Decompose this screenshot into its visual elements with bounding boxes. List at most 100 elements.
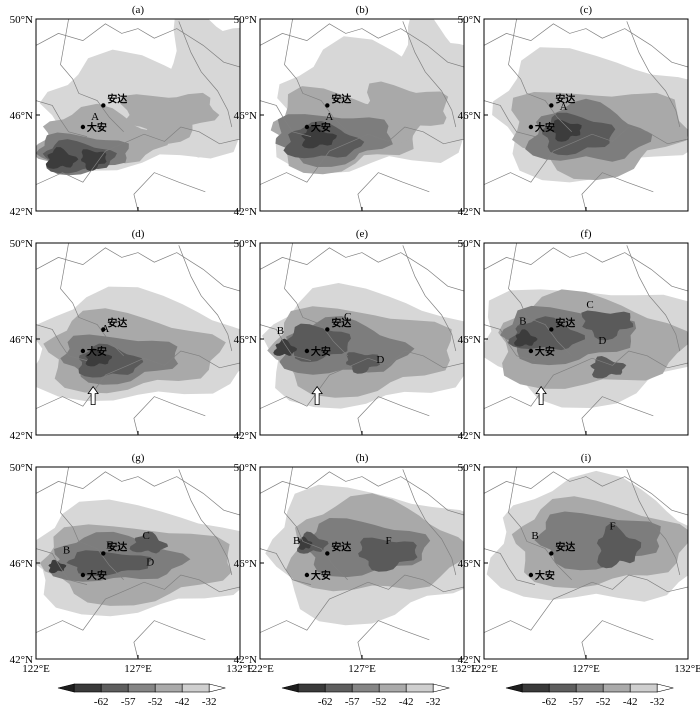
boundary-line — [484, 100, 536, 137]
station-anda-label: 安达 — [555, 92, 575, 105]
boundary-line — [260, 247, 464, 292]
system-marker-a: A — [91, 111, 99, 123]
boundary-lines — [36, 467, 240, 659]
shade-lvl4 — [286, 323, 351, 363]
colorbar-swatch — [127, 683, 156, 693]
shade-lvl5 — [273, 338, 298, 356]
lat-tick-label: 42°N — [10, 654, 33, 666]
system-marker-b: B — [293, 535, 300, 547]
boundary-line — [508, 243, 572, 357]
boundary-line — [60, 467, 124, 581]
upward-arrow-icon — [311, 385, 323, 405]
colorbar-label: -62 — [318, 696, 333, 708]
upward-arrow-icon — [535, 385, 547, 405]
station-daan-label: 大安 — [87, 569, 107, 582]
station-daan-label: 大安 — [311, 345, 331, 358]
lat-tick-label: 46°N — [458, 110, 481, 122]
station-daan-dot — [304, 124, 310, 130]
station-daan-label: 大安 — [535, 569, 555, 582]
colorbar: -62 -57 -52 -42 -32 — [505, 683, 674, 708]
station-anda-dot — [549, 103, 554, 108]
boundary-line — [260, 350, 464, 409]
lat-tick-label: 42°N — [10, 430, 33, 442]
brightness-temperature-shading — [36, 19, 240, 176]
station-daan-dot — [80, 124, 86, 130]
boundary-line — [36, 126, 240, 185]
panel-title: (e) — [356, 228, 369, 240]
brightness-temperature-shading — [492, 47, 688, 183]
lon-tick-label: 127°E — [572, 663, 600, 675]
panel-title: (b) — [356, 4, 369, 16]
lat-tick-label: 46°N — [234, 110, 257, 122]
boundary-line — [133, 396, 206, 435]
boundary-line — [260, 574, 464, 633]
boundary-line — [178, 21, 233, 128]
colorbar-swatch — [629, 683, 658, 693]
colorbar-swatch — [181, 683, 210, 693]
shade-lvl4 — [346, 352, 381, 374]
shade-lvl4 — [358, 537, 418, 572]
lat-tick-label: 46°N — [458, 334, 481, 346]
boundary-line — [260, 100, 312, 137]
station-daan-dot — [304, 572, 310, 578]
station-daan-dot — [80, 348, 86, 354]
colorbar-label: -57 — [345, 696, 360, 708]
colorbar-under-triangle — [281, 683, 299, 693]
brightness-temperature-shading — [486, 470, 688, 602]
station-anda-label: 安达 — [107, 92, 127, 105]
station-anda-dot — [325, 103, 330, 108]
panel-grid: (a)50°N46°N42°N安达大安A(b)50°N46°N42°N安达大安A… — [10, 4, 700, 675]
boundary-lines — [260, 243, 464, 435]
lat-tick-label: 46°N — [234, 334, 257, 346]
boundary-line — [484, 126, 688, 185]
lat-tick-label: 50°N — [234, 14, 257, 26]
lat-tick-label: 50°N — [458, 238, 481, 250]
boundary-line — [357, 396, 430, 435]
lat-tick-label: 46°N — [10, 558, 33, 570]
brightness-temperature-shading — [484, 289, 688, 408]
boundary-line — [260, 126, 464, 185]
system-marker-c: C — [586, 299, 593, 311]
lon-tick-label: 132°E — [226, 663, 254, 675]
boundary-lines — [260, 467, 464, 659]
colorbar-over-triangle — [432, 683, 450, 693]
system-marker-b: B — [277, 325, 284, 337]
boundary-lines — [36, 243, 240, 435]
system-marker-a: A — [101, 323, 109, 335]
panel-title: (h) — [356, 452, 369, 464]
boundary-line — [484, 350, 688, 409]
boundary-line — [581, 396, 654, 435]
boundary-lines — [484, 243, 688, 435]
colorbar-swatch — [324, 683, 353, 693]
shade-lvl4 — [596, 523, 642, 569]
lat-tick-label: 46°N — [10, 110, 33, 122]
station-daan-label: 大安 — [87, 345, 107, 358]
station-daan-label: 大安 — [311, 569, 331, 582]
colorbar-swatch — [100, 683, 129, 693]
lat-tick-label: 50°N — [234, 462, 257, 474]
colorbar-over-triangle — [656, 683, 674, 693]
panel-title: (i) — [581, 452, 592, 464]
boundary-line — [36, 548, 88, 585]
boundary-line — [260, 548, 312, 585]
shade-lvl4 — [590, 356, 627, 379]
boundary-line — [626, 469, 681, 576]
brightness-temperature-shading — [270, 19, 464, 175]
system-marker-d: D — [146, 556, 154, 568]
colorbar-label: -62 — [542, 696, 557, 708]
boundary-line — [484, 324, 536, 361]
boundary-line — [581, 172, 654, 211]
boundary-line — [260, 471, 464, 516]
station-daan-dot — [528, 348, 534, 354]
station-daan-dot — [528, 124, 534, 130]
boundary-line — [133, 620, 206, 659]
colorbar: -62 -57 -52 -42 -32 — [57, 683, 226, 708]
colorbar: -62 -57 -52 -42 -32 — [281, 683, 450, 708]
system-marker-b: B — [519, 316, 526, 328]
boundary-line — [36, 324, 88, 361]
station-anda-label: 安达 — [331, 540, 351, 553]
system-marker-a: A — [325, 111, 333, 123]
